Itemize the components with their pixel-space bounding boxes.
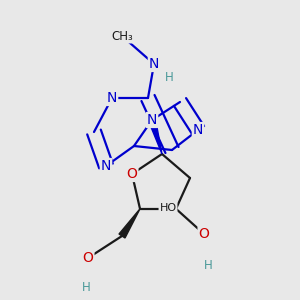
- Text: O: O: [199, 227, 209, 241]
- Text: HO: HO: [159, 203, 177, 213]
- Polygon shape: [148, 119, 162, 154]
- Text: N: N: [147, 113, 157, 127]
- Text: H: H: [165, 71, 174, 84]
- Text: CH₃: CH₃: [111, 29, 133, 43]
- Text: N: N: [107, 91, 117, 105]
- Text: N: N: [101, 159, 111, 173]
- Text: H: H: [82, 281, 90, 294]
- Text: O: O: [127, 167, 137, 181]
- Text: N: N: [149, 57, 159, 71]
- Text: O: O: [82, 251, 93, 265]
- Polygon shape: [119, 209, 140, 238]
- Text: H: H: [204, 259, 212, 272]
- Text: N: N: [193, 123, 203, 137]
